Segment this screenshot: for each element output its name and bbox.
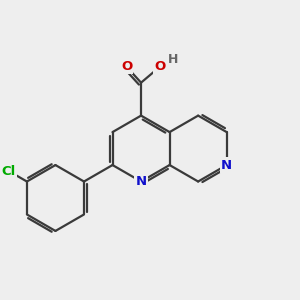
Text: H: H <box>167 53 178 66</box>
Text: Cl: Cl <box>2 165 16 178</box>
Text: N: N <box>136 175 147 188</box>
Text: O: O <box>154 60 165 74</box>
Text: N: N <box>221 158 232 172</box>
Text: O: O <box>121 60 132 74</box>
